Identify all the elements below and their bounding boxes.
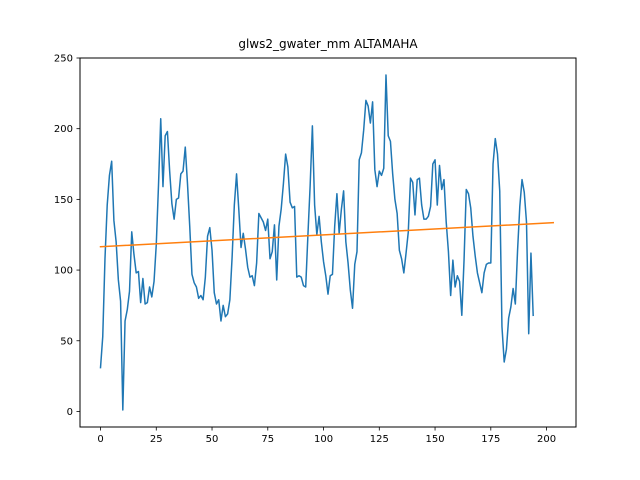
- plot-area-frame: [79, 57, 577, 428]
- y-tick-label: 50: [60, 336, 73, 347]
- y-tick-label: 100: [54, 266, 73, 277]
- y-axis: 0 50 100 150 200 250: [54, 54, 80, 418]
- y-tick-label: 250: [54, 54, 73, 65]
- x-tick-label: 100: [314, 434, 333, 445]
- x-tick-label: 50: [206, 434, 219, 445]
- x-tick-label: 25: [150, 434, 163, 445]
- y-tick-label: 0: [67, 407, 73, 418]
- y-tick-label: 150: [54, 195, 73, 206]
- x-tick-label: 175: [481, 434, 500, 445]
- y-tick-label: 200: [54, 124, 73, 135]
- plot-series: [99, 74, 555, 411]
- series-line-data: [99, 74, 534, 411]
- x-axis: 0 25 50 75 100 125 150 175 200: [97, 427, 556, 445]
- x-tick-label: 200: [537, 434, 556, 445]
- chart-title: glws2_gwater_mm ALTAMAHA: [238, 37, 418, 51]
- x-tick-label: 150: [426, 434, 445, 445]
- x-tick-label: 75: [261, 434, 274, 445]
- x-tick-label: 125: [370, 434, 389, 445]
- x-tick-label: 0: [97, 434, 103, 445]
- series-line-trend: [99, 221, 555, 248]
